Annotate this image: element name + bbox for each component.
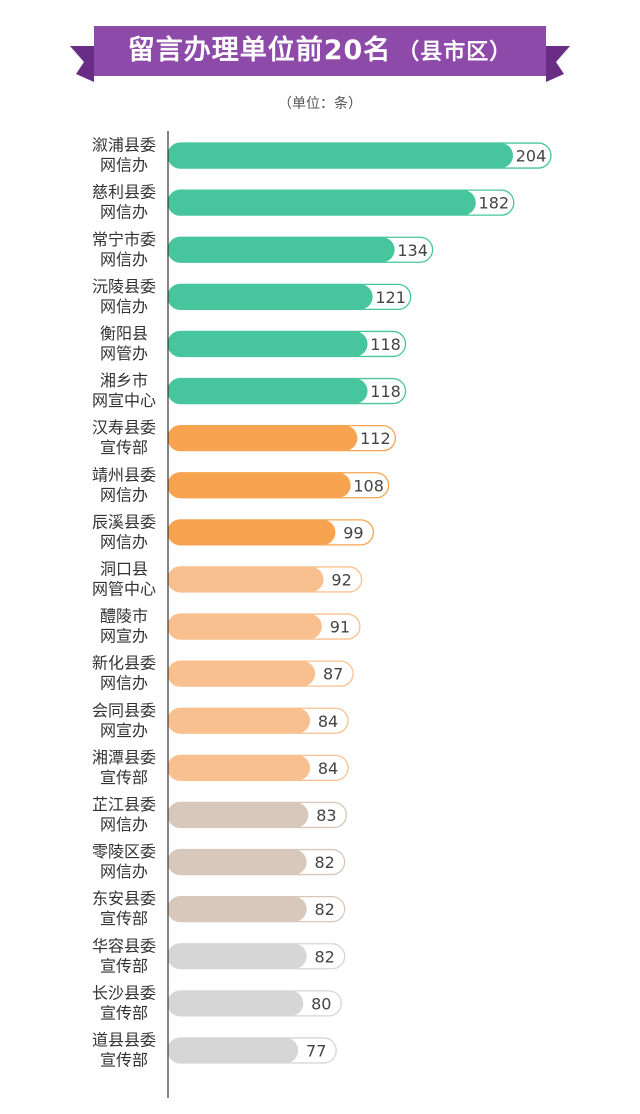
category-label-15-line-1: 芷江县委 — [92, 795, 156, 814]
category-label-13-line-1: 会同县委 — [92, 701, 156, 720]
category-label-13-line-2: 网宣办 — [100, 721, 148, 740]
category-label-9-line-2: 网信办 — [100, 532, 148, 551]
category-label-8-line-1: 靖州县委 — [92, 465, 156, 484]
category-label-5-line-1: 衡阳县 — [100, 324, 148, 343]
data-label-4: 121 — [375, 288, 406, 307]
data-label-19: 80 — [311, 994, 331, 1013]
category-label-9-line-1: 辰溪县委 — [92, 512, 156, 531]
bar-17 — [168, 896, 307, 922]
data-label-9: 99 — [343, 523, 363, 542]
bar-7 — [168, 425, 358, 451]
data-label-8: 108 — [353, 476, 384, 495]
bar-2 — [168, 190, 476, 216]
bar-18 — [168, 943, 307, 969]
category-label-7-line-2: 宣传部 — [100, 438, 148, 457]
category-label-10-line-1: 洞口县 — [100, 559, 148, 578]
data-label-15: 83 — [316, 806, 336, 825]
data-label-10: 92 — [331, 570, 351, 589]
category-label-16-line-2: 网信办 — [100, 862, 148, 881]
page-title: 留言办理单位前20名 （县市区） — [94, 26, 546, 76]
bar-1 — [168, 143, 513, 169]
title-subtitle: （县市区） — [397, 40, 513, 65]
category-label-10-line-2: 网管中心 — [92, 579, 156, 598]
data-label-20: 77 — [306, 1041, 326, 1060]
category-label-2-line-2: 网信办 — [100, 203, 148, 222]
category-label-6-line-2: 网宣中心 — [92, 391, 156, 410]
bar-13 — [168, 708, 311, 734]
unit-label: （单位：条） — [278, 96, 362, 112]
data-label-14: 84 — [318, 759, 338, 778]
category-label-17-line-2: 宣传部 — [100, 909, 148, 928]
bar-20 — [168, 1037, 299, 1063]
category-label-12-line-2: 网信办 — [100, 674, 148, 693]
category-label-1-line-1: 溆浦县委 — [92, 136, 156, 155]
category-label-18-line-1: 华容县委 — [92, 936, 156, 955]
category-label-19-line-2: 宣传部 — [100, 1003, 148, 1022]
category-label-1-line-2: 网信办 — [100, 156, 148, 175]
category-label-18-line-2: 宣传部 — [100, 956, 148, 975]
data-label-3: 134 — [397, 241, 428, 260]
data-label-16: 82 — [314, 853, 334, 872]
bar-8 — [168, 472, 351, 498]
title-text: 留言办理单位前20名 — [127, 35, 392, 66]
category-label-14-line-1: 湘潭县委 — [92, 748, 156, 767]
data-label-18: 82 — [314, 947, 334, 966]
category-label-4-line-2: 网信办 — [100, 297, 148, 316]
category-label-2-line-1: 慈利县委 — [92, 183, 156, 202]
bar-16 — [168, 849, 307, 875]
category-label-15-line-2: 网信办 — [100, 815, 148, 834]
category-label-16-line-1: 零陵区委 — [92, 842, 156, 861]
category-label-4-line-1: 沅陵县委 — [92, 277, 156, 296]
bar-9 — [168, 519, 336, 545]
bar-15 — [168, 802, 309, 828]
category-label-17-line-1: 东安县委 — [92, 889, 156, 908]
data-label-1: 204 — [516, 147, 547, 166]
bar-10 — [168, 566, 324, 592]
data-label-5: 118 — [370, 335, 401, 354]
data-label-12: 87 — [323, 665, 343, 684]
category-label-3-line-2: 网信办 — [100, 250, 148, 269]
category-label-5-line-2: 网管办 — [100, 344, 148, 363]
category-label-20-line-1: 道县县委 — [92, 1030, 156, 1049]
bar-14 — [168, 755, 311, 781]
data-label-17: 82 — [314, 900, 334, 919]
bar-5 — [168, 331, 368, 357]
bar-3 — [168, 237, 395, 263]
category-label-7-line-1: 汉寿县委 — [92, 418, 156, 437]
bar-12 — [168, 661, 316, 687]
data-label-6: 118 — [370, 382, 401, 401]
category-label-14-line-2: 宣传部 — [100, 768, 148, 787]
bar-6 — [168, 378, 368, 404]
category-label-20-line-2: 宣传部 — [100, 1050, 148, 1069]
bar-11 — [168, 614, 322, 640]
category-label-11-line-2: 网宣办 — [100, 627, 148, 646]
bar-4 — [168, 284, 373, 310]
category-label-3-line-1: 常宁市委 — [92, 230, 156, 249]
data-label-13: 84 — [318, 712, 338, 731]
data-label-11: 91 — [330, 618, 350, 637]
banner-ribbon-shape — [70, 26, 570, 82]
category-label-12-line-1: 新化县委 — [92, 654, 156, 673]
category-label-8-line-2: 网信办 — [100, 485, 148, 504]
bar-19 — [168, 990, 304, 1016]
data-label-2: 182 — [479, 194, 510, 213]
category-label-6-line-1: 湘乡市 — [100, 371, 148, 390]
data-label-7: 112 — [360, 429, 391, 448]
category-label-11-line-1: 醴陵市 — [100, 607, 148, 626]
title-banner: 留言办理单位前20名 （县市区） — [70, 26, 570, 82]
category-label-19-line-1: 长沙县委 — [92, 983, 156, 1002]
